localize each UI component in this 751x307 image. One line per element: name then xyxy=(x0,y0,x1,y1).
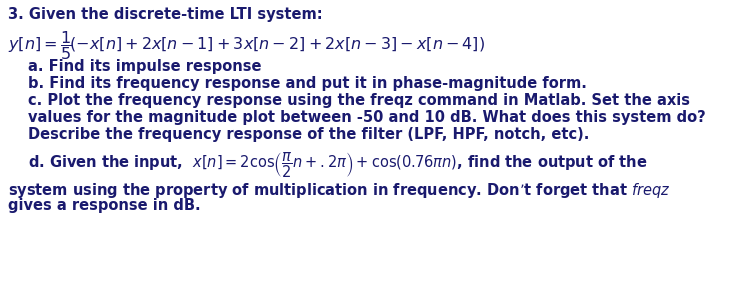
Text: 3. Given the discrete-time LTI system:: 3. Given the discrete-time LTI system: xyxy=(8,7,323,22)
Text: Describe the frequency response of the filter (LPF, HPF, notch, etc).: Describe the frequency response of the f… xyxy=(28,127,590,142)
Text: $y[n]=\dfrac{1}{5}\!\left(-x[n]+2x[n-1]+3x[n-2]+2x[n-3]-x[n-4]\right)$: $y[n]=\dfrac{1}{5}\!\left(-x[n]+2x[n-1]+… xyxy=(8,29,485,62)
Text: a. Find its impulse response: a. Find its impulse response xyxy=(28,59,261,74)
Text: values for the magnitude plot between -50 and 10 dB. What does this system do?: values for the magnitude plot between -5… xyxy=(28,110,706,125)
Text: system using the property of multiplication in frequency. Don’t forget that $\ma: system using the property of multiplicat… xyxy=(8,181,671,200)
Text: b. Find its frequency response and put it in phase-magnitude form.: b. Find its frequency response and put i… xyxy=(28,76,587,91)
Text: d. Given the input,  $x[n]=2\cos\!\left(\dfrac{\pi}{2}n+.2\pi\right)+\cos(0.76\p: d. Given the input, $x[n]=2\cos\!\left(\… xyxy=(28,150,647,180)
Text: gives a response in dB.: gives a response in dB. xyxy=(8,198,201,213)
Text: c. Plot the frequency response using the freqz command in Matlab. Set the axis: c. Plot the frequency response using the… xyxy=(28,93,690,108)
